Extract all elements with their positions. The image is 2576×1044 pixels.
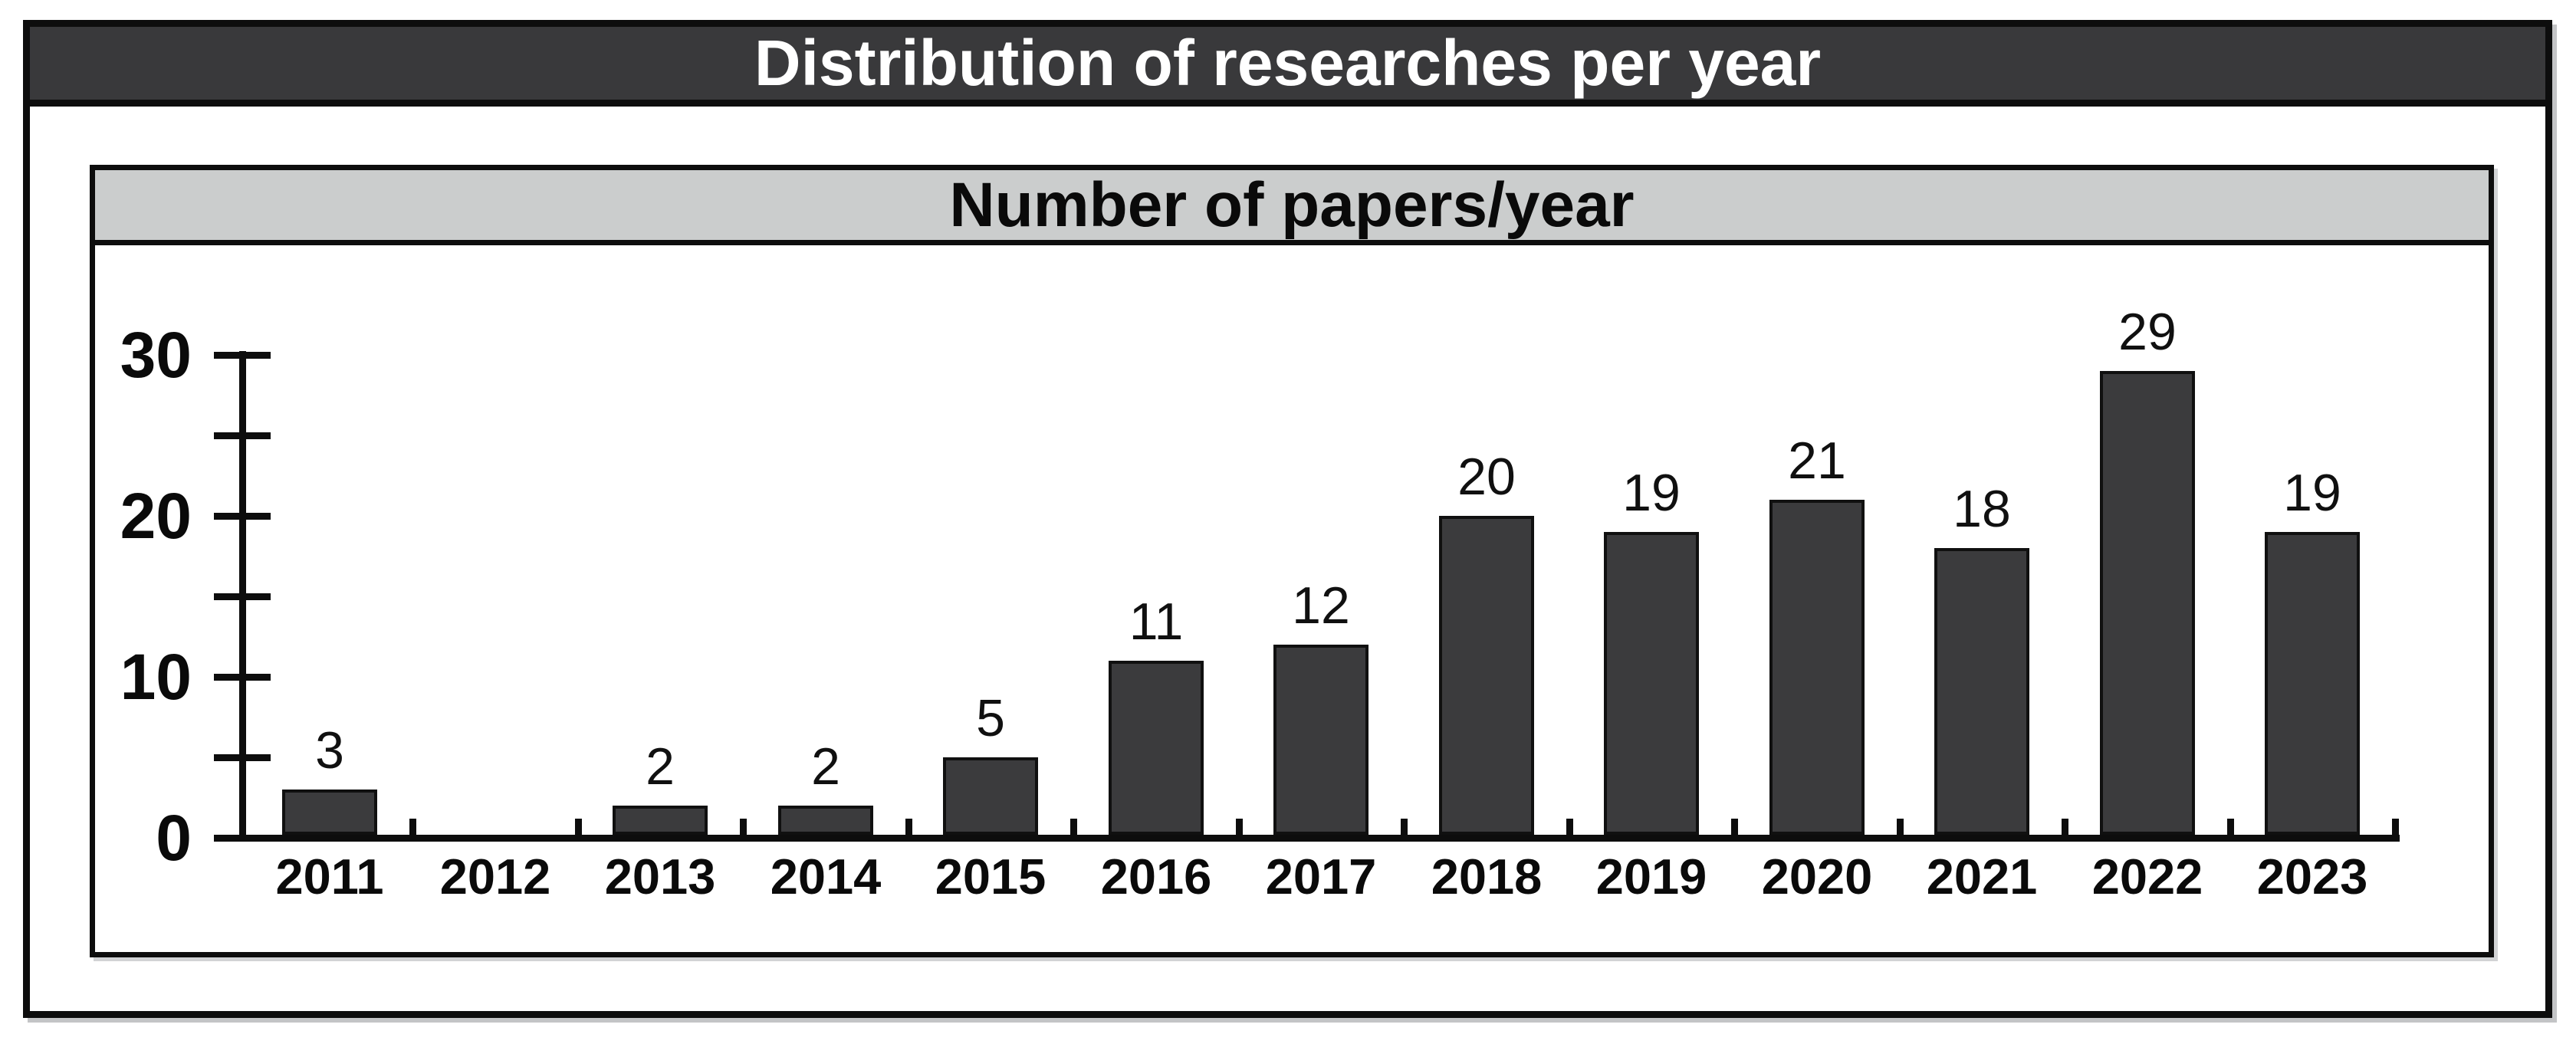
y-axis-tick: [214, 352, 271, 359]
x-axis-label: 2016: [1100, 849, 1212, 904]
x-axis-tick: [2062, 819, 2068, 835]
bar-value-label: 19: [2283, 464, 2341, 522]
y-axis-label: 0: [156, 802, 192, 874]
bar-value-label: 21: [1788, 432, 1846, 490]
x-axis-tick: [1236, 819, 1243, 835]
window-frame: Distribution of researches per year Numb…: [23, 20, 2552, 1018]
bar-value-label: 11: [1129, 593, 1184, 651]
bar-2011: [282, 790, 377, 835]
bar-2022: [2100, 371, 2195, 835]
chart-header: Number of papers/year: [95, 170, 2489, 245]
title-bar: Distribution of researches per year: [30, 27, 2545, 107]
x-axis-tick: [1401, 819, 1408, 835]
y-axis-label: 20: [120, 480, 192, 552]
y-axis-tick: [214, 674, 271, 681]
page-title: Distribution of researches per year: [754, 27, 1822, 99]
bar-2019: [1604, 532, 1699, 835]
bar-2015: [943, 757, 1038, 835]
bar-value-label: 29: [2118, 303, 2177, 361]
bar-2023: [2265, 532, 2360, 835]
x-axis-end-tick: [2392, 819, 2399, 835]
bar-2021: [1934, 548, 2029, 835]
x-axis-tick: [1070, 819, 1077, 835]
bar-2017: [1273, 645, 1368, 835]
bar-value-label: 12: [1292, 576, 1350, 635]
x-axis-label: 2014: [770, 849, 882, 904]
chart-panel: Number of papers/year 0 10 20 30 3 2011 2012 2 2…: [90, 165, 2494, 957]
y-axis-tick: [214, 513, 271, 520]
bar-2020: [1769, 500, 1865, 835]
x-axis-label: 2018: [1431, 849, 1543, 904]
x-axis-tick: [1731, 819, 1738, 835]
y-axis-tick: [214, 754, 271, 761]
x-axis-tick: [575, 819, 582, 835]
x-axis-line: [239, 835, 2400, 842]
bar-2014: [778, 806, 873, 835]
x-axis-label: 2015: [935, 849, 1046, 904]
y-axis-label: 30: [120, 319, 192, 391]
chart-header-label: Number of papers/year: [949, 169, 1635, 240]
bar-2018: [1439, 516, 1534, 835]
x-axis-tick: [409, 819, 416, 835]
x-axis-tick: [1897, 819, 1904, 835]
bar-value-label: 2: [811, 737, 840, 796]
bar-value-label: 5: [976, 689, 1005, 747]
x-axis-label: 2019: [1595, 849, 1707, 904]
bar-chart: 0 10 20 30 3 2011 2012 2 2013 2 2014 5 2015 11 2016 12 2…: [95, 245, 2489, 952]
x-axis-label: 2020: [1761, 849, 1873, 904]
bar-value-label: 3: [315, 721, 344, 780]
bar-2016: [1109, 661, 1204, 835]
x-axis-label: 2023: [2256, 849, 2368, 904]
bar-value-label: 18: [1953, 480, 2011, 538]
x-axis-label: 2017: [1265, 849, 1377, 904]
bar-value-label: 19: [1622, 464, 1681, 522]
x-axis-label: 2022: [2091, 849, 2203, 904]
x-axis-label: 2021: [1926, 849, 2038, 904]
bar-value-label: 2: [646, 737, 675, 796]
x-axis-label: 2013: [604, 849, 716, 904]
x-axis-tick: [2227, 819, 2234, 835]
bar-2013: [613, 806, 708, 835]
x-axis-label: 2011: [275, 849, 384, 904]
bar-value-label: 20: [1457, 448, 1516, 506]
y-axis-tick: [214, 432, 271, 439]
x-axis-tick: [740, 819, 747, 835]
y-axis-label: 10: [120, 641, 192, 713]
x-axis-tick: [905, 819, 912, 835]
y-axis-tick: [214, 593, 271, 600]
x-axis-label: 2012: [439, 849, 551, 904]
x-axis-tick: [1566, 819, 1573, 835]
